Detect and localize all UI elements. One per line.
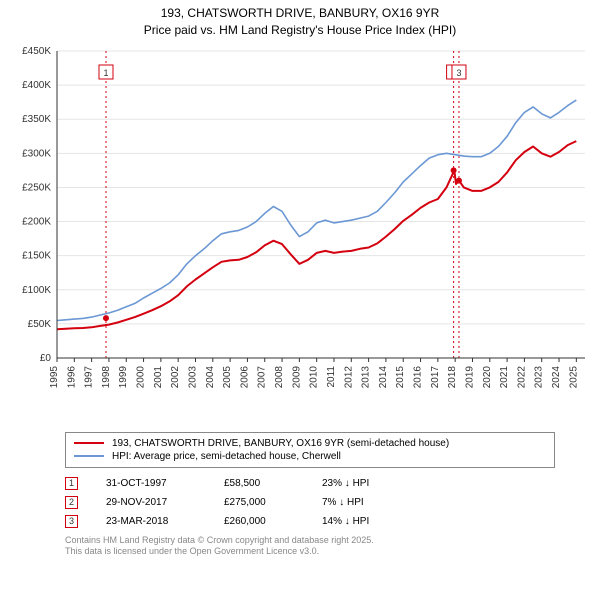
title-line-1: 193, CHATSWORTH DRIVE, BANBURY, OX16 9YR xyxy=(5,5,595,22)
svg-text:£450K: £450K xyxy=(22,46,51,57)
sale-date: 29-NOV-2017 xyxy=(106,497,196,508)
svg-text:£250K: £250K xyxy=(22,182,51,193)
svg-text:£400K: £400K xyxy=(22,80,51,91)
svg-text:2023: 2023 xyxy=(534,365,545,388)
svg-text:2014: 2014 xyxy=(378,365,389,388)
svg-text:1995: 1995 xyxy=(49,365,60,388)
sale-marker-icon: 2 xyxy=(65,496,78,509)
svg-text:2018: 2018 xyxy=(447,365,458,388)
svg-text:2004: 2004 xyxy=(205,365,216,388)
svg-text:2015: 2015 xyxy=(395,365,406,388)
legend-item: HPI: Average price, semi-detached house,… xyxy=(74,450,546,463)
svg-text:2025: 2025 xyxy=(568,365,579,388)
footer-line-1: Contains HM Land Registry data © Crown c… xyxy=(65,535,555,547)
line-chart: £0 £50K £100K £150K £200K £250K £300K £350K £400… xyxy=(5,43,595,423)
svg-text:2022: 2022 xyxy=(516,365,527,388)
svg-text:2000: 2000 xyxy=(136,365,147,388)
chart-title: 193, CHATSWORTH DRIVE, BANBURY, OX16 9YR… xyxy=(5,5,595,39)
title-line-2: Price paid vs. HM Land Registry's House … xyxy=(5,22,595,39)
svg-text:1996: 1996 xyxy=(66,365,77,388)
sale-marker-icon: 1 xyxy=(65,477,78,490)
svg-text:2001: 2001 xyxy=(153,365,164,388)
legend: 193, CHATSWORTH DRIVE, BANBURY, OX16 9YR… xyxy=(65,432,555,468)
svg-text:3: 3 xyxy=(456,68,461,78)
svg-text:£200K: £200K xyxy=(22,216,51,227)
sale-row: 1 31-OCT-1997 £58,500 23% ↓ HPI xyxy=(65,474,555,493)
svg-text:2009: 2009 xyxy=(291,365,302,388)
svg-text:£350K: £350K xyxy=(22,114,51,125)
sale-price: £260,000 xyxy=(224,516,294,527)
sale-marker-icon: 3 xyxy=(65,515,78,528)
legend-label: HPI: Average price, semi-detached house,… xyxy=(112,451,341,462)
footer-line-2: This data is licensed under the Open Gov… xyxy=(65,546,555,558)
svg-text:2006: 2006 xyxy=(239,365,250,388)
svg-text:2020: 2020 xyxy=(482,365,493,388)
svg-text:£0: £0 xyxy=(40,353,52,364)
sale-hpi-note: 23% ↓ HPI xyxy=(322,478,412,489)
sale-row: 3 23-MAR-2018 £260,000 14% ↓ HPI xyxy=(65,512,555,531)
sale-hpi-note: 7% ↓ HPI xyxy=(322,497,412,508)
svg-text:1997: 1997 xyxy=(84,365,95,388)
sale-row: 2 29-NOV-2017 £275,000 7% ↓ HPI xyxy=(65,493,555,512)
sale-date: 31-OCT-1997 xyxy=(106,478,196,489)
svg-text:2007: 2007 xyxy=(257,365,268,388)
svg-text:2008: 2008 xyxy=(274,365,285,388)
svg-text:2002: 2002 xyxy=(170,365,181,388)
svg-text:2019: 2019 xyxy=(464,365,475,388)
sale-hpi-note: 14% ↓ HPI xyxy=(322,516,412,527)
svg-text:2011: 2011 xyxy=(326,365,337,387)
svg-text:2013: 2013 xyxy=(361,365,372,388)
svg-text:£100K: £100K xyxy=(22,284,51,295)
svg-text:1998: 1998 xyxy=(101,365,112,388)
svg-text:2012: 2012 xyxy=(343,365,354,388)
svg-text:2024: 2024 xyxy=(551,365,562,388)
svg-text:1: 1 xyxy=(103,68,108,78)
legend-swatch xyxy=(74,442,104,444)
svg-text:2017: 2017 xyxy=(430,365,441,388)
legend-item: 193, CHATSWORTH DRIVE, BANBURY, OX16 9YR… xyxy=(74,437,546,450)
svg-text:2021: 2021 xyxy=(499,365,510,388)
legend-label: 193, CHATSWORTH DRIVE, BANBURY, OX16 9YR… xyxy=(112,438,449,449)
legend-swatch xyxy=(74,455,104,457)
svg-text:2010: 2010 xyxy=(309,365,320,388)
sale-date: 23-MAR-2018 xyxy=(106,516,196,527)
svg-text:2016: 2016 xyxy=(413,365,424,388)
svg-text:£50K: £50K xyxy=(28,318,52,329)
svg-text:1999: 1999 xyxy=(118,365,129,388)
sale-price: £275,000 xyxy=(224,497,294,508)
chart-area: £0 £50K £100K £150K £200K £250K £300K £350K £400… xyxy=(5,43,595,428)
svg-text:£150K: £150K xyxy=(22,250,51,261)
sales-table: 1 31-OCT-1997 £58,500 23% ↓ HPI 2 29-NOV-2017… xyxy=(65,474,555,531)
svg-text:2003: 2003 xyxy=(187,365,198,388)
attribution: Contains HM Land Registry data © Crown c… xyxy=(65,535,555,558)
svg-text:£300K: £300K xyxy=(22,148,51,159)
svg-text:2005: 2005 xyxy=(222,365,233,388)
sale-price: £58,500 xyxy=(224,478,294,489)
